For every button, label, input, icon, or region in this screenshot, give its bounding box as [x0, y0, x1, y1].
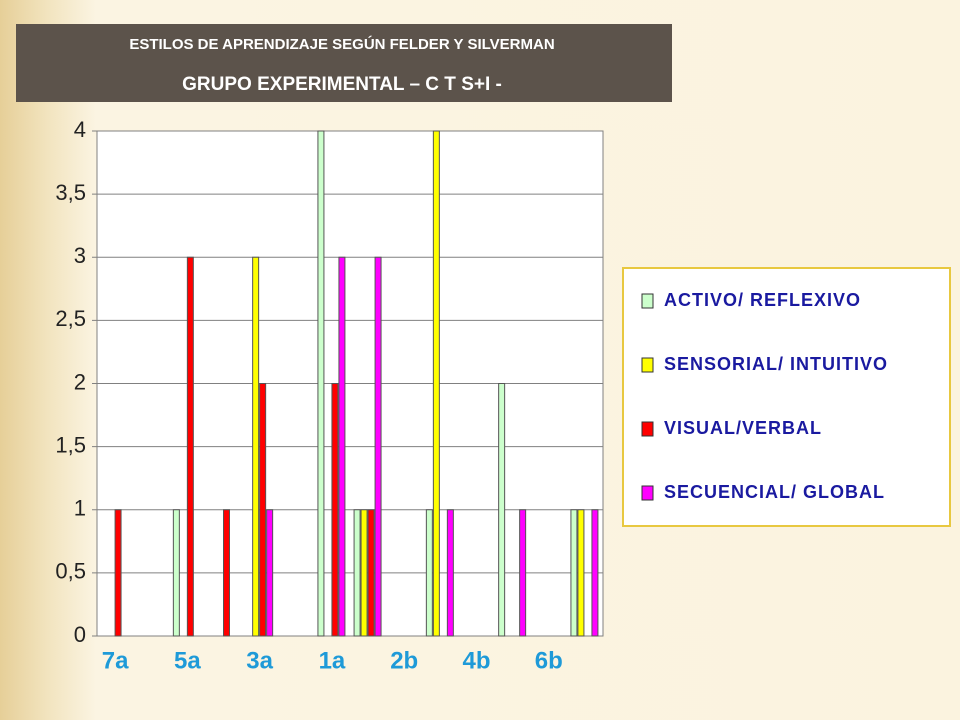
x-tick-label: 3a: [246, 647, 273, 674]
bar: [317, 130, 325, 637]
legend-label: SECUENCIAL/ GLOBAL: [664, 482, 885, 502]
bar: [114, 509, 122, 637]
x-tick-label: 7a: [102, 647, 129, 674]
x-tick-label: 4b: [462, 647, 490, 674]
bar: [446, 509, 454, 637]
y-tick-label: 3,5: [55, 180, 86, 205]
legend-swatch: [641, 421, 654, 437]
chart-title: ESTILOS DE APRENDIZAJE SEGÚN FELDER Y SI…: [129, 35, 554, 53]
bar: [591, 509, 599, 637]
y-tick-label: 1: [74, 496, 86, 521]
x-tick-label: 1a: [319, 647, 346, 674]
y-tick-label: 0: [74, 622, 86, 647]
x-tick-label: 6b: [535, 647, 563, 674]
bar: [259, 383, 267, 637]
y-tick-label: 4: [74, 117, 86, 142]
bar: [577, 509, 585, 637]
legend-swatch: [641, 485, 654, 501]
bar: [353, 509, 361, 637]
legend: [622, 267, 951, 527]
chart-subtitle: GRUPO EXPERIMENTAL – C T S+I -: [182, 74, 502, 95]
bar: [374, 256, 382, 637]
legend-label: ACTIVO/ REFLEXIVO: [664, 290, 861, 310]
legend-swatch: [641, 293, 654, 309]
bar: [172, 509, 180, 637]
y-tick-label: 1,5: [55, 432, 86, 457]
bar: [498, 383, 506, 637]
y-tick-label: 2,5: [55, 306, 86, 331]
bar: [266, 509, 274, 637]
bar: [360, 509, 368, 637]
bar: [186, 256, 194, 637]
bar: [223, 509, 230, 637]
legend-swatch: [641, 357, 654, 373]
y-tick-label: 0,5: [55, 559, 86, 584]
bar: [519, 509, 527, 637]
bar: [331, 383, 339, 637]
title-box: [16, 24, 672, 102]
legend-label: VISUAL/VERBAL: [664, 418, 822, 438]
x-tick-label: 2b: [390, 647, 418, 674]
bar: [367, 509, 375, 637]
y-tick-label: 2: [74, 369, 86, 394]
bar: [432, 130, 440, 637]
bar: [570, 509, 578, 637]
y-tick-label: 3: [74, 243, 86, 268]
bar: [425, 509, 433, 637]
legend-label: SENSORIAL/ INTUITIVO: [664, 354, 888, 374]
x-tick-label: 5a: [174, 647, 201, 674]
bar: [252, 256, 260, 637]
bar: [338, 256, 346, 637]
